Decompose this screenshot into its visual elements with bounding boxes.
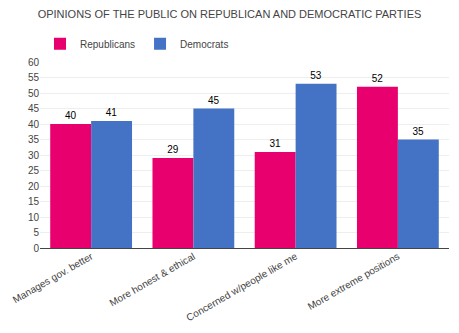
svg-text:35: 35 bbox=[28, 134, 40, 145]
svg-text:35: 35 bbox=[413, 126, 425, 137]
svg-text:Democrats: Democrats bbox=[180, 39, 228, 50]
svg-text:29: 29 bbox=[167, 144, 179, 155]
svg-text:45: 45 bbox=[28, 103, 40, 114]
svg-text:30: 30 bbox=[28, 150, 40, 161]
svg-text:0: 0 bbox=[33, 243, 39, 254]
svg-text:50: 50 bbox=[28, 88, 40, 99]
svg-text:Concerned w/people like me: Concerned w/people like me bbox=[184, 250, 299, 323]
svg-text:Manages gov. better: Manages gov. better bbox=[11, 250, 95, 305]
svg-text:5: 5 bbox=[33, 227, 39, 238]
svg-text:31: 31 bbox=[269, 138, 281, 149]
svg-text:41: 41 bbox=[106, 107, 118, 118]
svg-text:53: 53 bbox=[310, 70, 322, 81]
svg-text:55: 55 bbox=[28, 72, 40, 83]
svg-text:More honest & ethical: More honest & ethical bbox=[108, 251, 197, 309]
svg-text:15: 15 bbox=[28, 196, 40, 207]
svg-text:60: 60 bbox=[28, 57, 40, 68]
svg-text:OPINIONS OF THE PUBLIC ON REPU: OPINIONS OF THE PUBLIC ON REPUBLICAN AND… bbox=[38, 8, 422, 20]
svg-text:10: 10 bbox=[28, 212, 40, 223]
svg-text:More extreme positions: More extreme positions bbox=[306, 251, 402, 312]
svg-text:25: 25 bbox=[28, 165, 40, 176]
svg-text:20: 20 bbox=[28, 181, 40, 192]
svg-text:40: 40 bbox=[65, 110, 77, 121]
svg-text:Republicans: Republicans bbox=[80, 39, 135, 50]
svg-text:40: 40 bbox=[28, 119, 40, 130]
svg-text:52: 52 bbox=[372, 73, 384, 84]
svg-text:45: 45 bbox=[208, 95, 220, 106]
